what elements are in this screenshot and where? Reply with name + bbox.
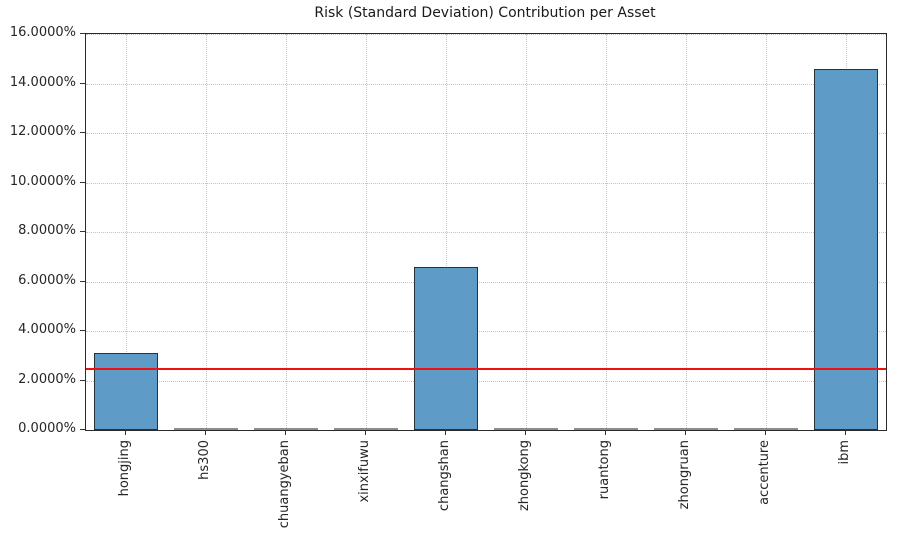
x-tick-label-zhongruan: zhongruan [677,440,692,510]
zero-bar-zhongruan [654,428,718,430]
h-gridline [86,34,886,35]
y-tick [80,429,85,430]
x-tick [285,430,286,435]
y-tick-label: 10.0000% [9,173,76,189]
x-tick-label-chuangyeban: chuangyeban [277,440,292,529]
y-tick-label: 0.0000% [18,421,76,436]
v-gridline [126,34,127,430]
y-tick-label: 12.0000% [9,124,76,139]
zero-bar-hs300 [174,428,238,430]
y-tick [80,132,85,133]
y-tick [80,33,85,34]
x-tick-label-hongjing: hongjing [117,440,132,497]
x-tick-label-hs300: hs300 [197,440,212,480]
h-gridline [86,232,886,233]
y-tick-label: 16.0000% [9,25,76,40]
h-gridline [86,281,886,283]
y-tick-label: 2.0000% [18,371,76,387]
v-gridline [526,34,527,430]
zero-bar-accenture [734,428,798,430]
v-gridline [606,34,607,430]
x-tick [685,430,686,435]
plot-area [85,33,887,431]
x-tick [525,430,526,435]
x-tick [605,430,606,435]
x-tick-label-xinxifuwu: xinxifuwu [357,440,372,503]
chart-title: Risk (Standard Deviation) Contribution p… [314,5,656,21]
x-tick [205,430,206,435]
x-tick-label-ruantong: ruantong [597,440,612,500]
y-tick [80,379,85,381]
y-tick [80,231,85,232]
x-tick [365,430,366,435]
y-tick [80,82,85,84]
zero-bar-zhongkong [494,428,558,430]
bar-hongjing [94,353,158,430]
bar-changshan [414,266,478,430]
x-tick-label-accenture: accenture [757,440,772,505]
h-gridline [86,83,886,85]
zero-bar-xinxifuwu [334,428,398,430]
v-gridline [206,34,207,430]
y-tick [80,280,85,282]
zero-bar-chuangyeban [254,428,318,430]
reference-line [86,368,886,371]
y-tick [80,330,85,331]
bar-ibm [814,68,878,430]
zero-bar-ruantong [574,428,638,430]
v-gridline [286,34,287,430]
x-tick-label-ibm: ibm [837,440,852,465]
x-tick-label-changshan: changshan [437,440,452,512]
x-tick-label-zhongkong: zhongkong [517,440,532,512]
v-gridline [446,34,447,430]
y-tick [80,181,85,183]
y-tick-label: 4.0000% [18,322,76,337]
x-tick [445,430,446,435]
y-tick-label: 6.0000% [18,272,76,288]
h-gridline [86,380,886,382]
y-tick-label: 14.0000% [9,74,76,90]
v-gridline [686,34,687,430]
v-gridline [366,34,367,430]
h-gridline [86,331,886,332]
x-tick [125,430,126,435]
h-gridline [86,133,886,134]
x-tick [845,430,846,435]
v-gridline [766,34,767,430]
y-tick-label: 8.0000% [18,223,76,238]
x-tick [765,430,766,435]
h-gridline [86,182,886,184]
